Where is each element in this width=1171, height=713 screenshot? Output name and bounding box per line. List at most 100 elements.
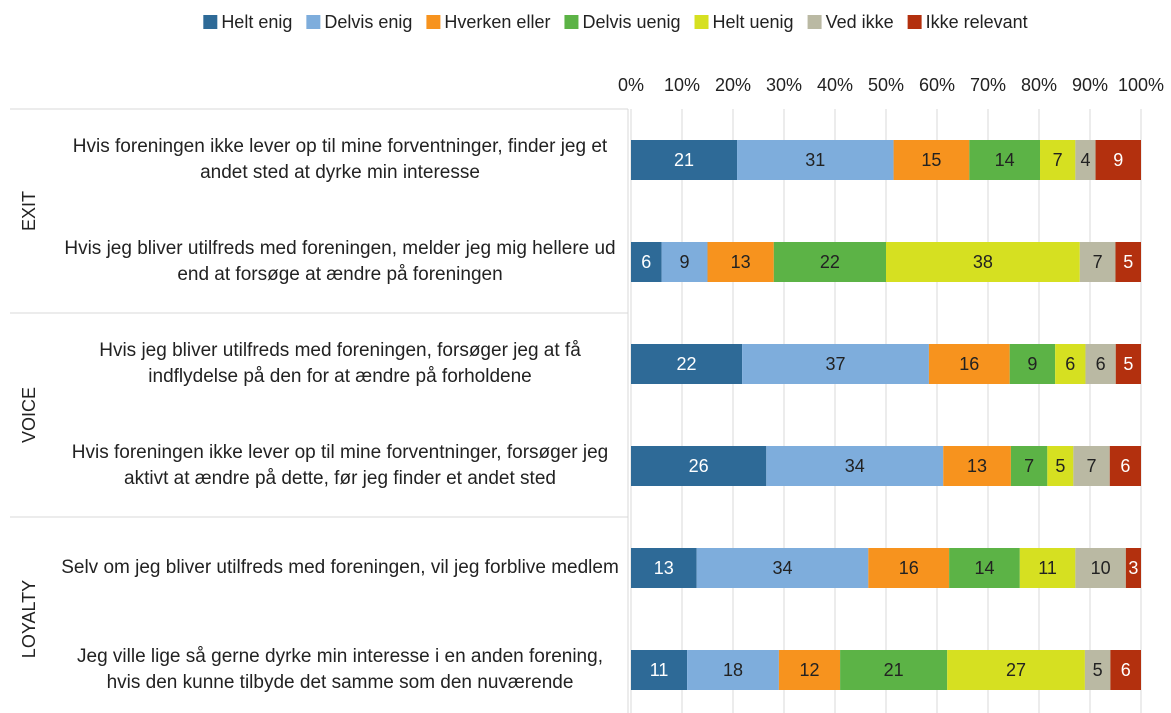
y-tick-label: Hvis jeg bliver utilfreds med foreningen… xyxy=(64,238,616,285)
bar-segment xyxy=(969,140,1041,180)
legend-label: Delvis enig xyxy=(324,12,412,32)
bar-segment xyxy=(1047,446,1074,486)
bar-segment xyxy=(1079,242,1116,282)
data-label: 13 xyxy=(731,252,751,272)
bar-segment xyxy=(1073,446,1110,486)
legend-swatch xyxy=(203,15,218,29)
bar-segment xyxy=(1125,548,1141,588)
x-tick-label: 0% xyxy=(618,75,644,95)
data-label: 10 xyxy=(1091,558,1111,578)
data-label: 16 xyxy=(959,354,979,374)
bar-segment xyxy=(840,650,948,690)
x-tick-label: 10% xyxy=(664,75,700,95)
bar-segment xyxy=(1095,140,1141,180)
data-label: 37 xyxy=(825,354,845,374)
data-label: 4 xyxy=(1080,150,1090,170)
x-tick-label: 50% xyxy=(868,75,904,95)
data-label: 34 xyxy=(845,456,865,476)
x-tick-label: 70% xyxy=(970,75,1006,95)
bar-segment xyxy=(631,344,743,384)
bar-segment xyxy=(631,548,697,588)
data-label: 9 xyxy=(1113,150,1123,170)
data-label: 13 xyxy=(967,456,987,476)
data-label: 38 xyxy=(973,252,993,272)
legend-label: Ved ikke xyxy=(826,12,894,32)
data-label: 7 xyxy=(1087,456,1097,476)
data-label: 9 xyxy=(680,252,690,272)
legend-swatch xyxy=(426,15,441,29)
bar-segment xyxy=(778,650,841,690)
legend-swatch xyxy=(694,15,709,29)
data-label: 5 xyxy=(1093,660,1103,680)
bar-segment xyxy=(1084,650,1111,690)
data-label: 15 xyxy=(921,150,941,170)
data-label: 22 xyxy=(677,354,697,374)
bar-segment xyxy=(773,242,886,282)
data-label: 3 xyxy=(1128,558,1138,578)
data-label: 13 xyxy=(654,558,674,578)
bar-segment xyxy=(886,242,1080,282)
bar-segment xyxy=(696,548,869,588)
bar-segment xyxy=(766,446,944,486)
bar-segment xyxy=(661,242,708,282)
data-label: 7 xyxy=(1093,252,1103,272)
data-label: 14 xyxy=(974,558,994,578)
bar-segment xyxy=(1019,548,1076,588)
bar-segment xyxy=(737,140,894,180)
x-tick-label: 40% xyxy=(817,75,853,95)
bar-segment xyxy=(949,548,1020,588)
data-label: 26 xyxy=(689,456,709,476)
y-tick-label: Selv om jeg bliver utilfreds med forenin… xyxy=(61,557,619,578)
x-tick-label: 30% xyxy=(766,75,802,95)
data-label: 18 xyxy=(723,660,743,680)
group-label: EXIT xyxy=(19,191,39,231)
legend-swatch xyxy=(564,15,579,29)
legend-label: Hverken eller xyxy=(444,12,550,32)
y-tick-label: Jeg ville lige så gerne dyrke min intere… xyxy=(77,646,603,693)
bar-segment xyxy=(631,140,738,180)
bar-segment xyxy=(742,344,929,384)
data-label: 6 xyxy=(1065,354,1075,374)
y-tick-label: Hvis foreningen ikke lever op til mine f… xyxy=(71,442,609,489)
legend-label: Ikke relevant xyxy=(926,12,1028,32)
data-label: 14 xyxy=(995,150,1015,170)
bar-segment xyxy=(1085,344,1116,384)
legend-swatch xyxy=(907,15,922,29)
data-label: 5 xyxy=(1123,354,1133,374)
bar-segment xyxy=(928,344,1010,384)
y-tick-label: Hvis jeg bliver utilfreds med foreningen… xyxy=(99,340,581,387)
bar-segment xyxy=(1040,140,1076,180)
y-tick-label: Hvis foreningen ikke lever op til mine f… xyxy=(72,136,608,183)
data-label: 7 xyxy=(1053,150,1063,170)
legend-label: Delvis uenig xyxy=(582,12,680,32)
data-label: 6 xyxy=(1121,660,1131,680)
x-tick-label: 60% xyxy=(919,75,955,95)
data-label: 21 xyxy=(674,150,694,170)
bar-segment xyxy=(687,650,779,690)
bar-segment xyxy=(1009,344,1056,384)
data-label: 9 xyxy=(1027,354,1037,374)
data-label: 22 xyxy=(820,252,840,272)
x-tick-label: 90% xyxy=(1072,75,1108,95)
data-label: 11 xyxy=(1038,558,1057,578)
bar-segment xyxy=(1109,446,1141,486)
bar-segment xyxy=(631,650,688,690)
x-tick-label: 20% xyxy=(715,75,751,95)
data-label: 6 xyxy=(1120,456,1130,476)
legend-label: Helt enig xyxy=(221,12,292,32)
bar-segment xyxy=(1010,446,1048,486)
legend-swatch xyxy=(306,15,321,29)
data-label: 6 xyxy=(1096,354,1106,374)
bar-segment xyxy=(1115,242,1141,282)
data-label: 34 xyxy=(772,558,792,578)
bar-segment xyxy=(1075,140,1096,180)
group-label: LOYALTY xyxy=(19,580,39,658)
data-label: 6 xyxy=(641,252,651,272)
bar-segment xyxy=(1110,650,1141,690)
data-label: 5 xyxy=(1123,252,1133,272)
bar-segment xyxy=(631,242,662,282)
x-tick-label: 100% xyxy=(1118,75,1164,95)
data-label: 12 xyxy=(799,660,819,680)
